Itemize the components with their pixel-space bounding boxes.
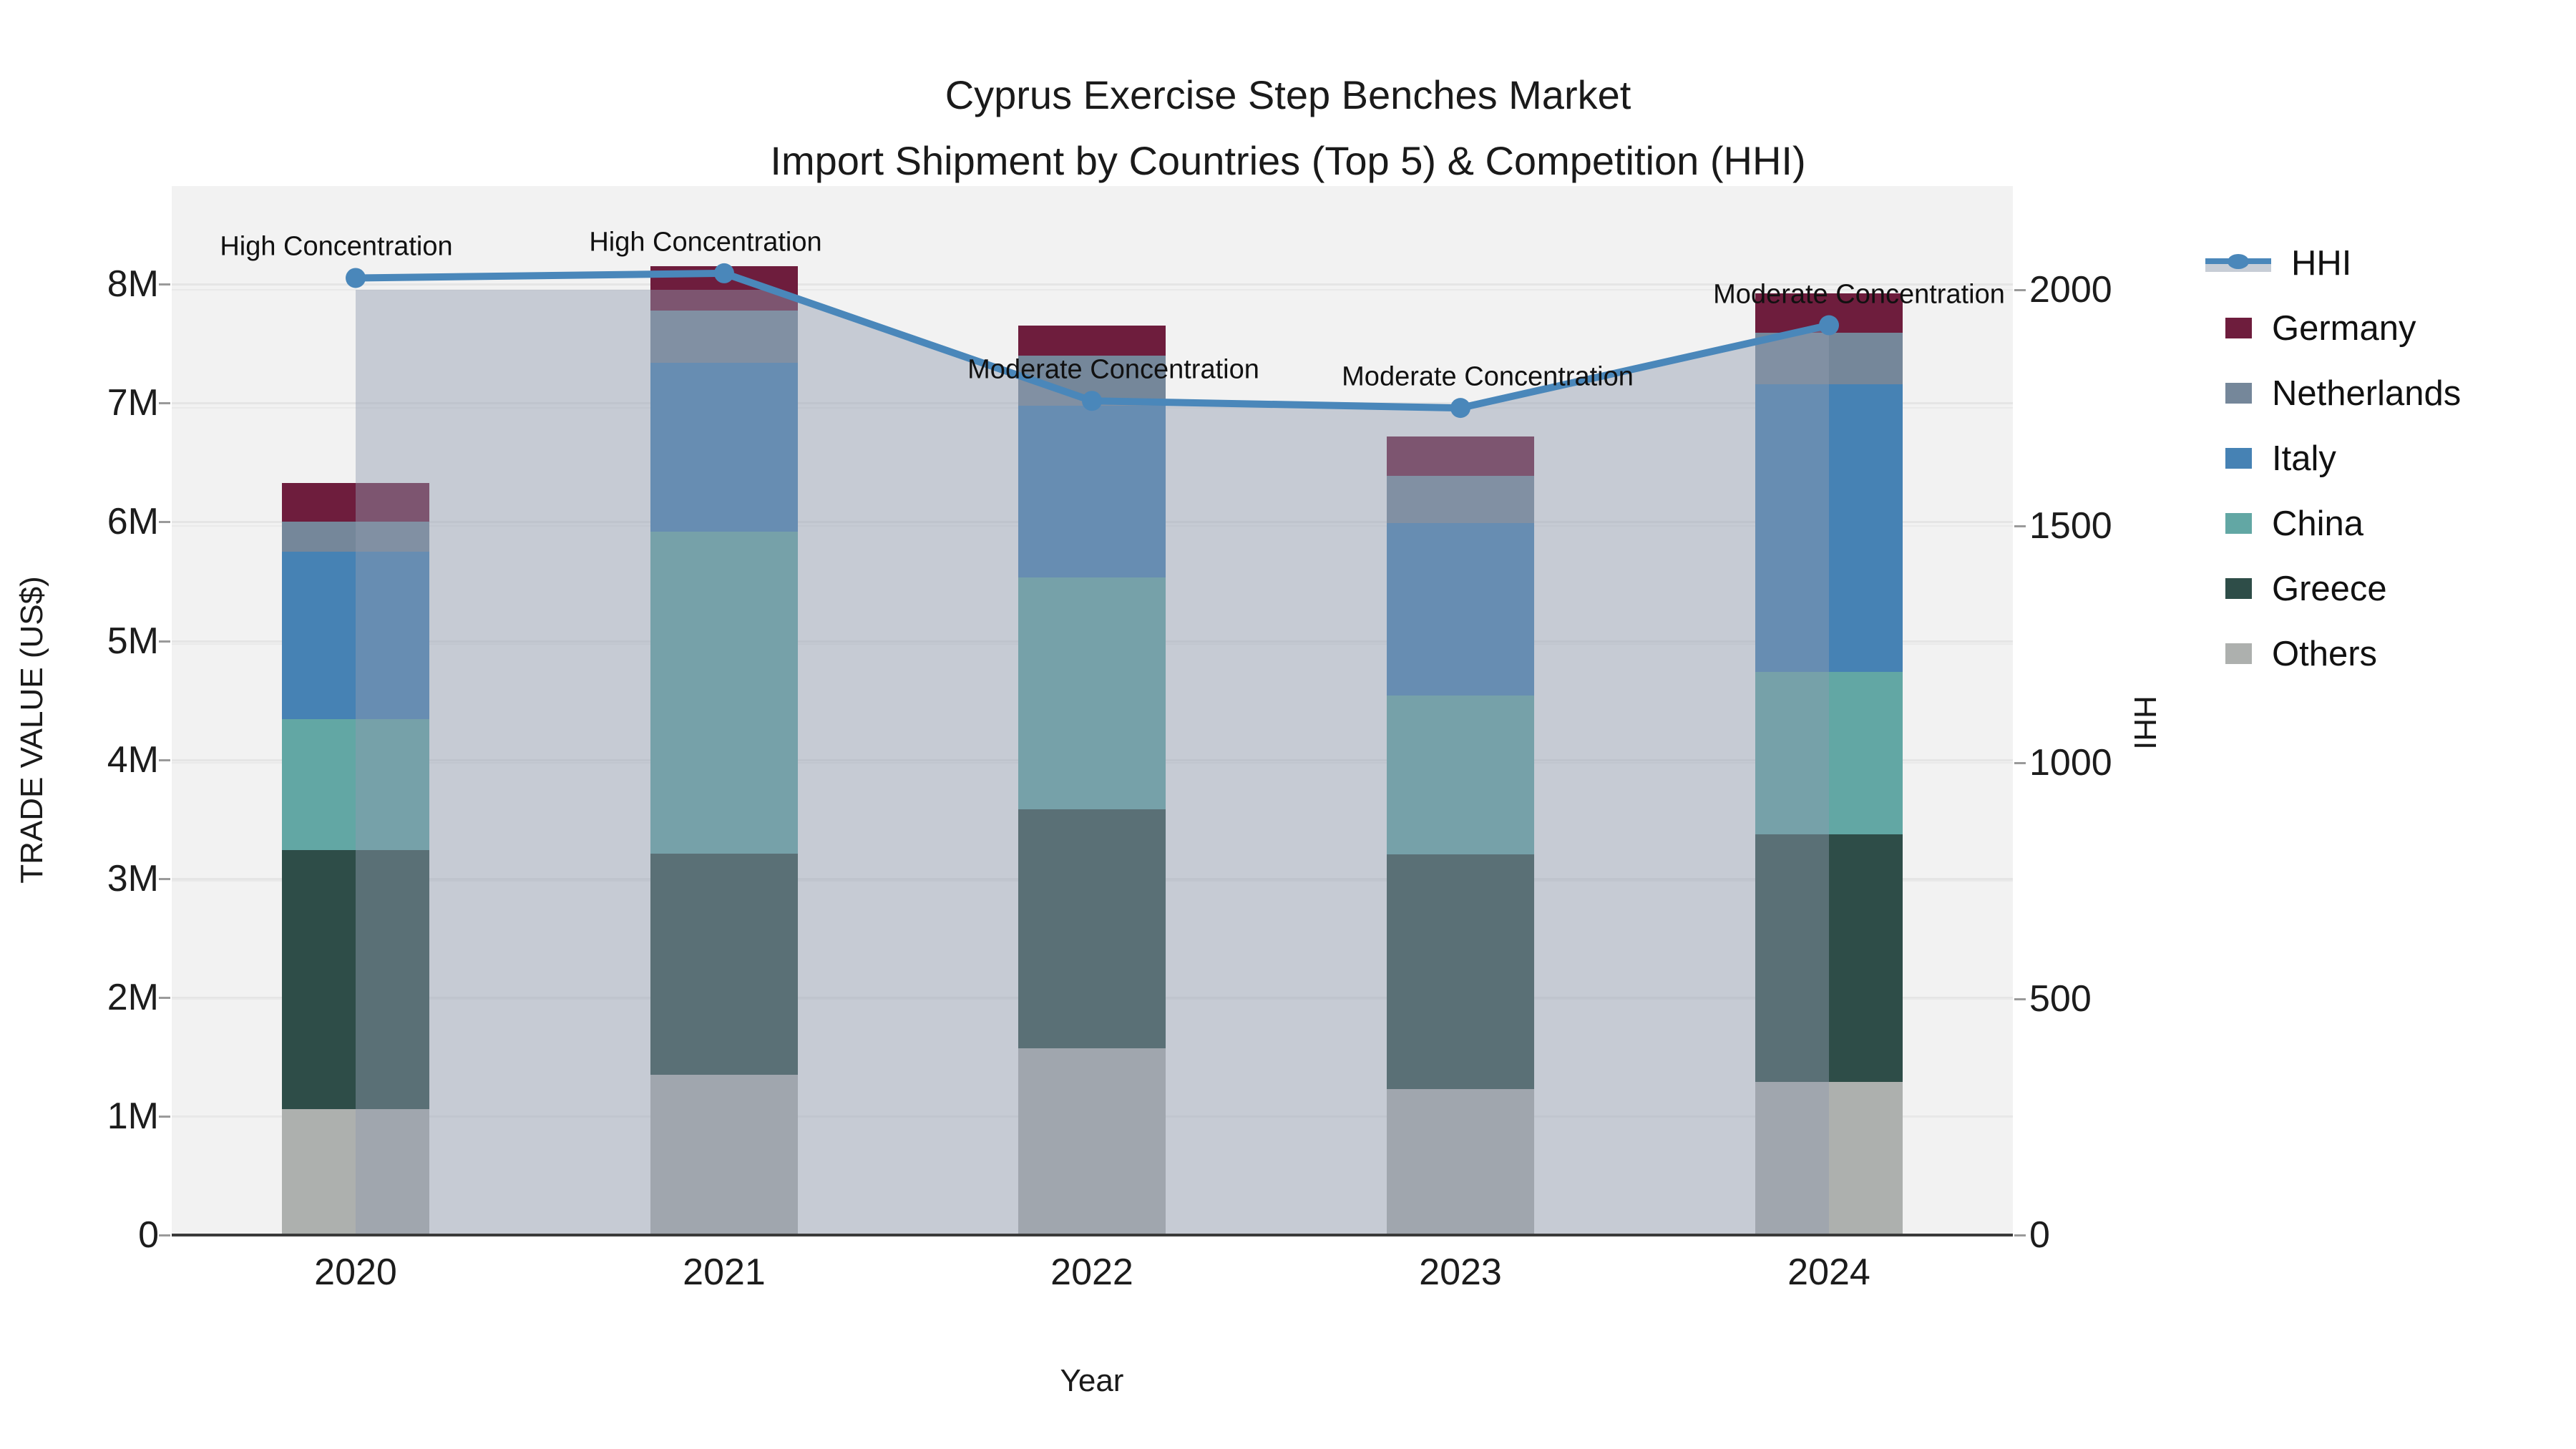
hhi-marker-2024 (1819, 316, 1839, 336)
y-right-tickmark-0 (2014, 1234, 2026, 1236)
legend-swatch-netherlands (2225, 383, 2252, 404)
y-right-tickmark-1000 (2014, 762, 2026, 764)
y-left-tick-7M: 7M (107, 381, 159, 424)
y-left-tickmark-4M (159, 759, 170, 761)
legend-item-hhi: HHI (2204, 230, 2351, 296)
legend-item-others: Others (2204, 621, 2377, 686)
legend-label-germany: Germany (2272, 308, 2416, 348)
y-left-tickmark-1M (159, 1116, 170, 1118)
y-left-tickmark-3M (159, 878, 170, 880)
legend-swatch-china (2225, 513, 2252, 534)
y-left-tick-3M: 3M (107, 857, 159, 900)
annotation-2024: Moderate Concentration (1713, 279, 2005, 310)
hhi-area-fill (356, 290, 1829, 1235)
y-left-tickmark-7M (159, 402, 170, 404)
y-left-tickmark-8M (159, 283, 170, 286)
annotation-2020: High Concentration (220, 232, 452, 263)
y-right-tick-0: 0 (2029, 1214, 2050, 1257)
y-left-tick-6M: 6M (107, 500, 159, 543)
hhi-line-overlay (172, 186, 2013, 1235)
y-left-tick-4M: 4M (107, 738, 159, 781)
y-left-tick-5M: 5M (107, 620, 159, 663)
hhi-legend-marker-icon (2228, 254, 2249, 269)
annotation-2021: High Concentration (589, 227, 821, 258)
x-axis-title: Year (1060, 1363, 1124, 1399)
chart-title: Cyprus Exercise Step Benches Market Impo… (0, 62, 2576, 194)
x-tick-2024: 2024 (1787, 1251, 1870, 1294)
annotation-2022: Moderate Concentration (967, 355, 1259, 386)
y-left-tickmark-5M (159, 640, 170, 643)
y-left-tick-1M: 1M (107, 1095, 159, 1138)
y-right-tick-1000: 1000 (2029, 741, 2112, 784)
y-left-tick-2M: 2M (107, 976, 159, 1019)
hhi-legend-sample (2205, 253, 2271, 274)
y-left-tickmark-6M (159, 521, 170, 523)
y-right-tick-1500: 1500 (2029, 504, 2112, 547)
legend-swatch-germany (2225, 318, 2252, 338)
chart-title-line1: Cyprus Exercise Step Benches Market (0, 62, 2576, 128)
x-axis-line (172, 1234, 2013, 1236)
legend-label-greece: Greece (2272, 569, 2387, 609)
hhi-marker-2022 (1082, 391, 1102, 411)
y-right-tickmark-2000 (2014, 289, 2026, 291)
y-axis-right-title: HHI (2127, 696, 2162, 750)
legend-item-netherlands: Netherlands (2204, 361, 2461, 426)
legend-label-netherlands: Netherlands (2272, 374, 2461, 414)
hhi-marker-2020 (346, 268, 366, 288)
y-left-tick-8M: 8M (107, 263, 159, 306)
legend-item-greece: Greece (2204, 556, 2387, 621)
legend-swatch-greece (2225, 578, 2252, 599)
legend-label-others: Others (2272, 634, 2377, 674)
y-left-tickmark-0 (159, 1234, 170, 1236)
legend-item-germany: Germany (2204, 296, 2416, 361)
y-right-tick-2000: 2000 (2029, 268, 2112, 311)
x-tick-2021: 2021 (683, 1251, 766, 1294)
x-tick-2020: 2020 (314, 1251, 397, 1294)
legend-item-china: China (2204, 491, 2363, 556)
y-left-tickmark-2M (159, 997, 170, 999)
y-right-tickmark-500 (2014, 998, 2026, 1000)
y-right-tickmark-1500 (2014, 525, 2026, 527)
legend-item-italy: Italy (2204, 426, 2336, 491)
hhi-marker-2023 (1450, 398, 1470, 418)
plot-area (172, 186, 2013, 1235)
x-tick-2022: 2022 (1050, 1251, 1133, 1294)
y-left-tick-0: 0 (138, 1214, 159, 1257)
y-right-tick-500: 500 (2029, 977, 2092, 1020)
legend-label-hhi: HHI (2291, 243, 2351, 283)
annotation-2023: Moderate Concentration (1342, 362, 1634, 393)
chart-title-line2: Import Shipment by Countries (Top 5) & C… (0, 128, 2576, 194)
legend-label-italy: Italy (2272, 439, 2336, 479)
legend-label-china: China (2272, 504, 2363, 544)
legend-swatch-italy (2225, 448, 2252, 469)
x-tick-2023: 2023 (1419, 1251, 1502, 1294)
legend-swatch-others (2225, 643, 2252, 664)
hhi-marker-2021 (714, 263, 734, 283)
y-axis-left-title: TRADE VALUE (US$) (14, 576, 50, 884)
chart-page: Cyprus Exercise Step Benches Market Impo… (0, 0, 2576, 1449)
